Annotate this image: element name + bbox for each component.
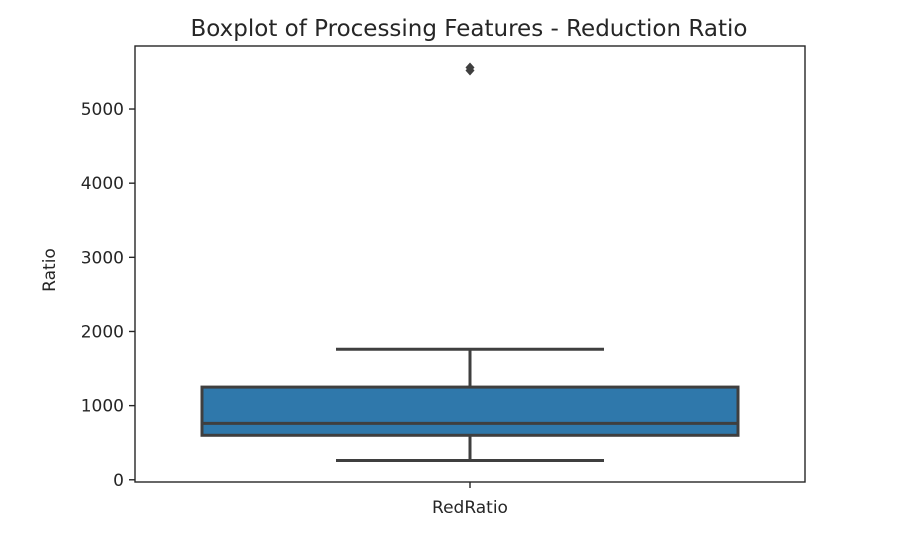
- y-tick-label: 0: [113, 471, 124, 491]
- chart-title: Boxplot of Processing Features - Reducti…: [191, 16, 748, 42]
- y-tick-label: 5000: [81, 100, 124, 120]
- y-axis: 0 1000 2000 3000 4000 5000: [81, 100, 135, 491]
- y-tick-label: 3000: [81, 248, 124, 268]
- y-tick-label: 1000: [81, 397, 124, 417]
- x-axis: RedRatio: [432, 482, 508, 518]
- x-tick-label: RedRatio: [432, 498, 508, 518]
- box-iqr: [200, 385, 740, 437]
- outlier-point: [465, 62, 475, 73]
- y-axis-label: Ratio: [40, 248, 60, 292]
- plot-area: [200, 62, 740, 462]
- y-tick-label: 4000: [81, 174, 124, 194]
- y-tick-label: 2000: [81, 322, 124, 342]
